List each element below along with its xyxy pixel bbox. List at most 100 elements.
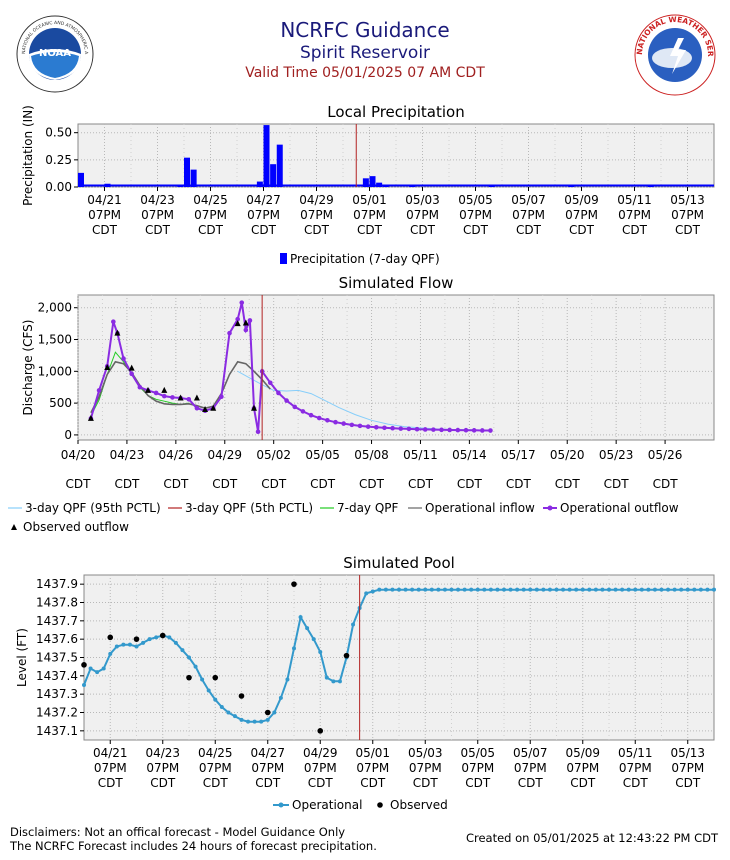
flow-xtick-label: 04/20	[61, 448, 96, 462]
pool-operational-point	[593, 587, 598, 592]
flow-outflow-point	[365, 424, 371, 429]
pool-operational-point	[82, 683, 86, 687]
pool-operational-point	[121, 642, 126, 647]
precip-bar	[270, 164, 277, 187]
flow-outflow-point	[349, 422, 355, 428]
flow-outflow-point	[111, 319, 116, 325]
precip-xtick-label: 07PM	[88, 208, 121, 222]
pool-operational-point	[620, 587, 625, 592]
precip-title: Local Precipitation	[327, 103, 464, 121]
flow-ytick-label: 0	[64, 428, 72, 442]
flow-xtick-label: CDT	[555, 477, 581, 491]
precip-xtick-label: 05/13	[670, 193, 705, 207]
pool-operational-point	[449, 587, 454, 592]
pool-operational-point	[456, 587, 461, 592]
flow-outflow-point	[121, 356, 126, 361]
pool-observed-point	[133, 636, 140, 642]
pool-operational-point	[685, 587, 690, 592]
pool-operational-point	[337, 679, 342, 684]
pool-operational-point	[397, 587, 401, 592]
pool-xtick-label: 05/13	[670, 746, 705, 760]
pool-xtick-label: CDT	[413, 776, 439, 790]
pool-operational-point	[469, 587, 474, 592]
flow-observed-point	[177, 394, 184, 401]
flow-outflow-point	[325, 417, 330, 423]
flow-xtick-label: CDT	[653, 477, 679, 491]
flow-xtick-label: CDT	[359, 477, 385, 491]
pool-operational-point	[331, 679, 336, 684]
flow-outflow-point	[227, 330, 232, 336]
precip-bar	[362, 178, 369, 187]
pool-operational-point	[692, 587, 697, 592]
pool-xtick-label: CDT	[98, 776, 124, 790]
pool-xtick-label: 04/25	[198, 746, 233, 760]
flow-outflow-point	[357, 423, 363, 429]
flow-legend-label-2: 7-day QPF	[337, 501, 399, 515]
flow-legend-marker	[547, 505, 553, 511]
pool-ytick-label: 1437.1	[36, 724, 78, 738]
flow-xtick-label: CDT	[457, 477, 483, 491]
precip-xtick-label: 07PM	[141, 208, 174, 222]
nws-logo-icon: NATIONAL WEATHER SERVICE	[634, 14, 716, 96]
flow-xtick-label: CDT	[506, 477, 532, 491]
pool-operational-point	[265, 717, 270, 722]
pool-operational-point	[462, 587, 467, 592]
flow-outflow-point	[316, 415, 322, 421]
flow-outflow-point	[431, 427, 436, 432]
flow-xtick-label: 04/29	[207, 448, 242, 462]
pool-operational-point	[626, 587, 631, 592]
pool-operational-point	[442, 587, 447, 592]
pool-operational-point	[252, 719, 257, 724]
flow-outflow-point	[414, 426, 420, 432]
flow-xtick-label: CDT	[261, 477, 287, 491]
flow-outflow-point	[447, 427, 452, 433]
flow-outflow-point	[382, 425, 387, 431]
pool-operational-point	[364, 591, 369, 596]
pool-xtick-label: 07PM	[514, 761, 547, 775]
flow-xtick-label: CDT	[212, 477, 238, 491]
disclaimer-line-1: Disclaimers: Not an offical forecast - M…	[10, 825, 346, 839]
pool-xtick-label: CDT	[518, 776, 544, 790]
flow-legend-observed-marker	[11, 524, 17, 530]
pool-ytick-label: 1437.7	[36, 614, 78, 628]
precip-xtick-label: 04/27	[246, 193, 281, 207]
pool-operational-point	[272, 710, 277, 715]
pool-operational-point	[95, 670, 100, 675]
precip-xtick-label: 05/03	[405, 193, 440, 207]
pool-title: Simulated Pool	[343, 554, 455, 572]
precip-xtick-label: 07PM	[300, 208, 333, 222]
pool-operational-point	[377, 587, 382, 592]
precip-bar	[184, 157, 190, 187]
precip-xtick-label: 04/23	[140, 193, 175, 207]
flow-outflow-point	[129, 371, 134, 377]
pool-operational-point	[607, 587, 611, 592]
pool-operational-point	[580, 587, 585, 592]
page-title: NCRFC Guidance	[280, 18, 450, 42]
flow-xtick-label: 05/11	[403, 448, 438, 462]
flow-outflow-point	[471, 428, 477, 433]
flow-observed-point	[202, 405, 209, 412]
flow-outflow-point	[488, 428, 493, 433]
precip-xtick-label: CDT	[622, 223, 648, 237]
pool-operational-point	[587, 587, 592, 592]
flow-observed-point	[234, 320, 241, 327]
precip-bar	[190, 169, 197, 187]
flow-legend-label-0: 3-day QPF (95th PCTL)	[25, 501, 161, 515]
pool-observed-point	[317, 728, 324, 734]
flow-xtick-label: 05/23	[599, 448, 634, 462]
pool-operational-point	[410, 587, 415, 592]
flow-outflow-point	[239, 300, 245, 305]
precip-xtick-label: CDT	[463, 223, 489, 237]
flow-outflow-point	[292, 404, 298, 410]
pool-xtick-label: 07PM	[199, 761, 232, 775]
flow-outflow-point	[479, 428, 485, 433]
pool-operational-point	[278, 695, 283, 700]
flow-outflow-point	[267, 380, 273, 386]
pool-legend-label-observed: Observed	[390, 798, 448, 812]
page-subtitle: Spirit Reservoir	[299, 43, 431, 63]
pool-operational-point	[646, 587, 651, 592]
pool-operational-point	[351, 622, 356, 627]
precip-xtick-label: 05/11	[617, 193, 652, 207]
pool-operational-point	[246, 719, 251, 724]
